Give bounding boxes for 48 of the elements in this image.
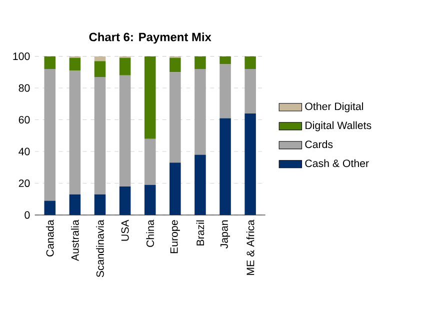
- legend-label: Cash & Other: [305, 159, 369, 168]
- bar: [244, 114, 256, 216]
- bar: [244, 69, 256, 114]
- legend-label: Other Digital: [305, 102, 363, 112]
- x-tick-label: USA: [121, 220, 129, 241]
- bar: [69, 70, 81, 194]
- bar: [94, 77, 106, 194]
- y-tick-label: 20: [18, 180, 30, 188]
- x-tick-label: Japan: [220, 220, 230, 249]
- x-tick-label: Canada: [46, 220, 54, 256]
- bar: [220, 56, 231, 64]
- bar: [194, 154, 206, 216]
- bar: [144, 56, 156, 139]
- chart-title: Chart 6: Payment Mix: [89, 32, 212, 44]
- x-tick-label: China: [146, 220, 154, 248]
- bar: [119, 75, 131, 187]
- y-tick-label: 100: [13, 52, 30, 60]
- x-tick-label: Europe: [170, 220, 180, 254]
- bar: [194, 56, 206, 70]
- y-tick-label: 40: [18, 148, 30, 156]
- legend-label: Cards: [305, 140, 333, 148]
- legend-label: Digital Wallets: [306, 121, 372, 132]
- bar: [44, 69, 56, 201]
- bar: [119, 58, 131, 76]
- bar: [170, 72, 181, 163]
- bar: [244, 56, 256, 70]
- x-tick-label: Brazil: [196, 220, 204, 246]
- y-tick-label: 80: [18, 84, 30, 92]
- bar: [170, 58, 181, 72]
- bar: [69, 194, 81, 216]
- bar: [44, 200, 56, 216]
- bar: [220, 64, 231, 118]
- bar: [69, 58, 81, 71]
- bar: [170, 162, 181, 216]
- bar: [194, 69, 206, 155]
- bar: [144, 184, 156, 216]
- bar: [44, 56, 56, 70]
- bar: [220, 118, 231, 216]
- bar: [94, 194, 106, 216]
- bar: [119, 186, 131, 216]
- y-tick-label: 0: [24, 211, 30, 219]
- y-tick-label: 60: [18, 116, 30, 124]
- x-tick-label: Australia: [71, 220, 79, 262]
- x-tick-label: ME & Africa: [246, 220, 254, 275]
- x-tick-label: Scandinavia: [96, 220, 104, 278]
- bar: [94, 56, 106, 62]
- bar: [144, 138, 156, 185]
- bar: [94, 61, 106, 78]
